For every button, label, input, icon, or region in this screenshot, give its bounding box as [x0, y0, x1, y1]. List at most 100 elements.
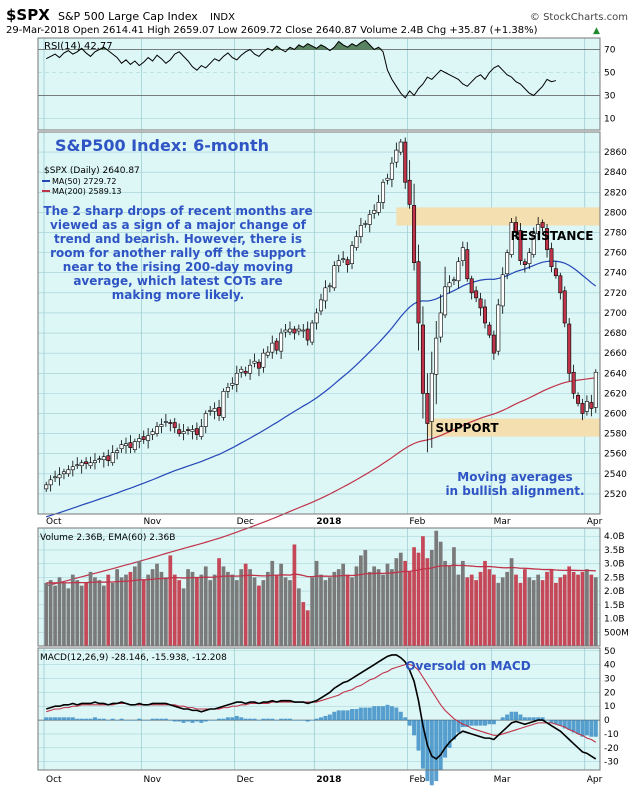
note-line: viewed as a sign of a major change of	[50, 218, 307, 232]
candle-down	[416, 261, 421, 324]
candle-up	[97, 458, 102, 461]
macd-histogram-bar	[367, 707, 372, 721]
volume-bar	[354, 566, 359, 646]
volume-bar	[261, 580, 266, 646]
volume-bar	[554, 582, 558, 646]
price-x-tick-label: Oct	[46, 517, 62, 527]
macd-panel-border	[37, 647, 601, 771]
macd-histogram-bar	[354, 709, 359, 721]
macd-histogram-bar	[261, 718, 266, 721]
macd-histogram-bar	[225, 717, 230, 721]
macd-histogram-bar	[420, 720, 425, 769]
volume-bar	[221, 566, 226, 646]
candle-down	[168, 422, 173, 424]
price-x-tick-label: Nov	[144, 517, 162, 527]
candle-down	[256, 361, 261, 369]
candle-up	[451, 279, 456, 282]
macd-histogram-bar	[194, 720, 199, 722]
price-x-tick-label: Feb	[409, 517, 425, 527]
macd-histogram-bar	[562, 720, 567, 729]
symbol-label: $SPX	[6, 6, 50, 24]
volume-bar	[562, 574, 567, 646]
candle-down	[172, 422, 177, 428]
macd-x-tick-label: Nov	[144, 775, 162, 785]
volume-bar	[558, 577, 563, 646]
macd-histogram-bar	[163, 718, 168, 721]
note-line: making more likely.	[112, 288, 244, 302]
volume-bar	[443, 560, 447, 646]
macd-histogram-bar	[434, 720, 439, 782]
macd-histogram-bar	[283, 718, 288, 721]
volume-bar	[585, 569, 589, 646]
candle-up	[110, 452, 115, 464]
volume-layer	[44, 530, 598, 646]
volume-bar	[124, 574, 128, 646]
candle-up	[381, 181, 386, 203]
macd-histogram-bar	[159, 718, 164, 721]
macd-histogram-bar	[190, 720, 195, 723]
candle-down	[465, 249, 470, 280]
volume-bar	[217, 558, 221, 646]
price-x-tick-label: Apr	[587, 517, 603, 527]
candle-up	[137, 438, 142, 442]
volume-bar	[589, 574, 594, 646]
price-y-tick-label: 2580	[604, 430, 627, 440]
macd-histogram-bar	[545, 720, 550, 721]
macd-histogram-bar	[88, 718, 93, 721]
volume-bar	[314, 560, 319, 646]
macd-y-tick-label: 0	[604, 716, 610, 726]
macd-histogram-bar	[531, 717, 536, 721]
volume-bar	[487, 569, 492, 646]
macd-histogram-bar	[212, 720, 217, 721]
volume-bar	[350, 577, 354, 646]
volume-bar	[367, 571, 372, 646]
macd-histogram-bar	[137, 718, 142, 721]
macd-histogram-bar	[438, 720, 443, 770]
volume-y-tick-label: 3.0B	[604, 560, 625, 570]
rsi-line	[45, 39, 557, 99]
volume-bar	[283, 577, 288, 646]
volume-bar	[398, 552, 403, 646]
volume-bar	[571, 571, 576, 646]
volume-bar	[101, 585, 106, 646]
price-y-tick-label: 2840	[604, 168, 627, 178]
macd-histogram-bar	[177, 720, 182, 722]
macd-histogram-bar	[576, 720, 581, 734]
price-x-tick-label: Dec	[237, 517, 254, 527]
macd-histogram-bar	[381, 706, 386, 721]
volume-bar	[483, 560, 487, 646]
candle-up	[208, 410, 213, 412]
macd-histogram-bar	[527, 717, 532, 721]
macd-histogram-bar	[75, 718, 80, 721]
macd-histogram-bar	[115, 720, 120, 721]
price-y-tick-label: 2560	[604, 450, 627, 460]
candle-up	[314, 312, 319, 324]
candle-down	[128, 442, 133, 448]
candle-up	[367, 214, 372, 225]
macd-histogram-bar	[474, 720, 479, 726]
candle-up	[119, 444, 124, 449]
macd-histogram-bar	[287, 718, 292, 721]
volume-bar	[248, 569, 252, 646]
volume-bar	[425, 558, 430, 646]
macd-histogram-bar	[341, 710, 346, 721]
macd-histogram-bar	[84, 718, 89, 721]
volume-bar	[226, 571, 230, 646]
volume-bar	[394, 558, 399, 646]
candle-down	[345, 259, 350, 265]
volume-bar	[110, 582, 115, 646]
volume-bar	[132, 566, 137, 646]
price-y-tick-label: 2620	[604, 389, 627, 399]
volume-bar	[549, 569, 554, 646]
exchange-label: INDX	[210, 12, 235, 23]
candle-up	[225, 387, 230, 392]
macd-histogram-bar	[363, 707, 368, 721]
volume-bar	[159, 571, 164, 646]
macd-histogram-bar	[155, 718, 160, 721]
macd-histogram-bar	[270, 718, 275, 721]
macd-histogram-bar	[265, 718, 270, 721]
rsi-y-tick-label: 70	[604, 46, 616, 56]
macd-histogram-bar	[146, 720, 151, 721]
candle-down	[576, 395, 581, 404]
candle-down	[491, 334, 496, 354]
